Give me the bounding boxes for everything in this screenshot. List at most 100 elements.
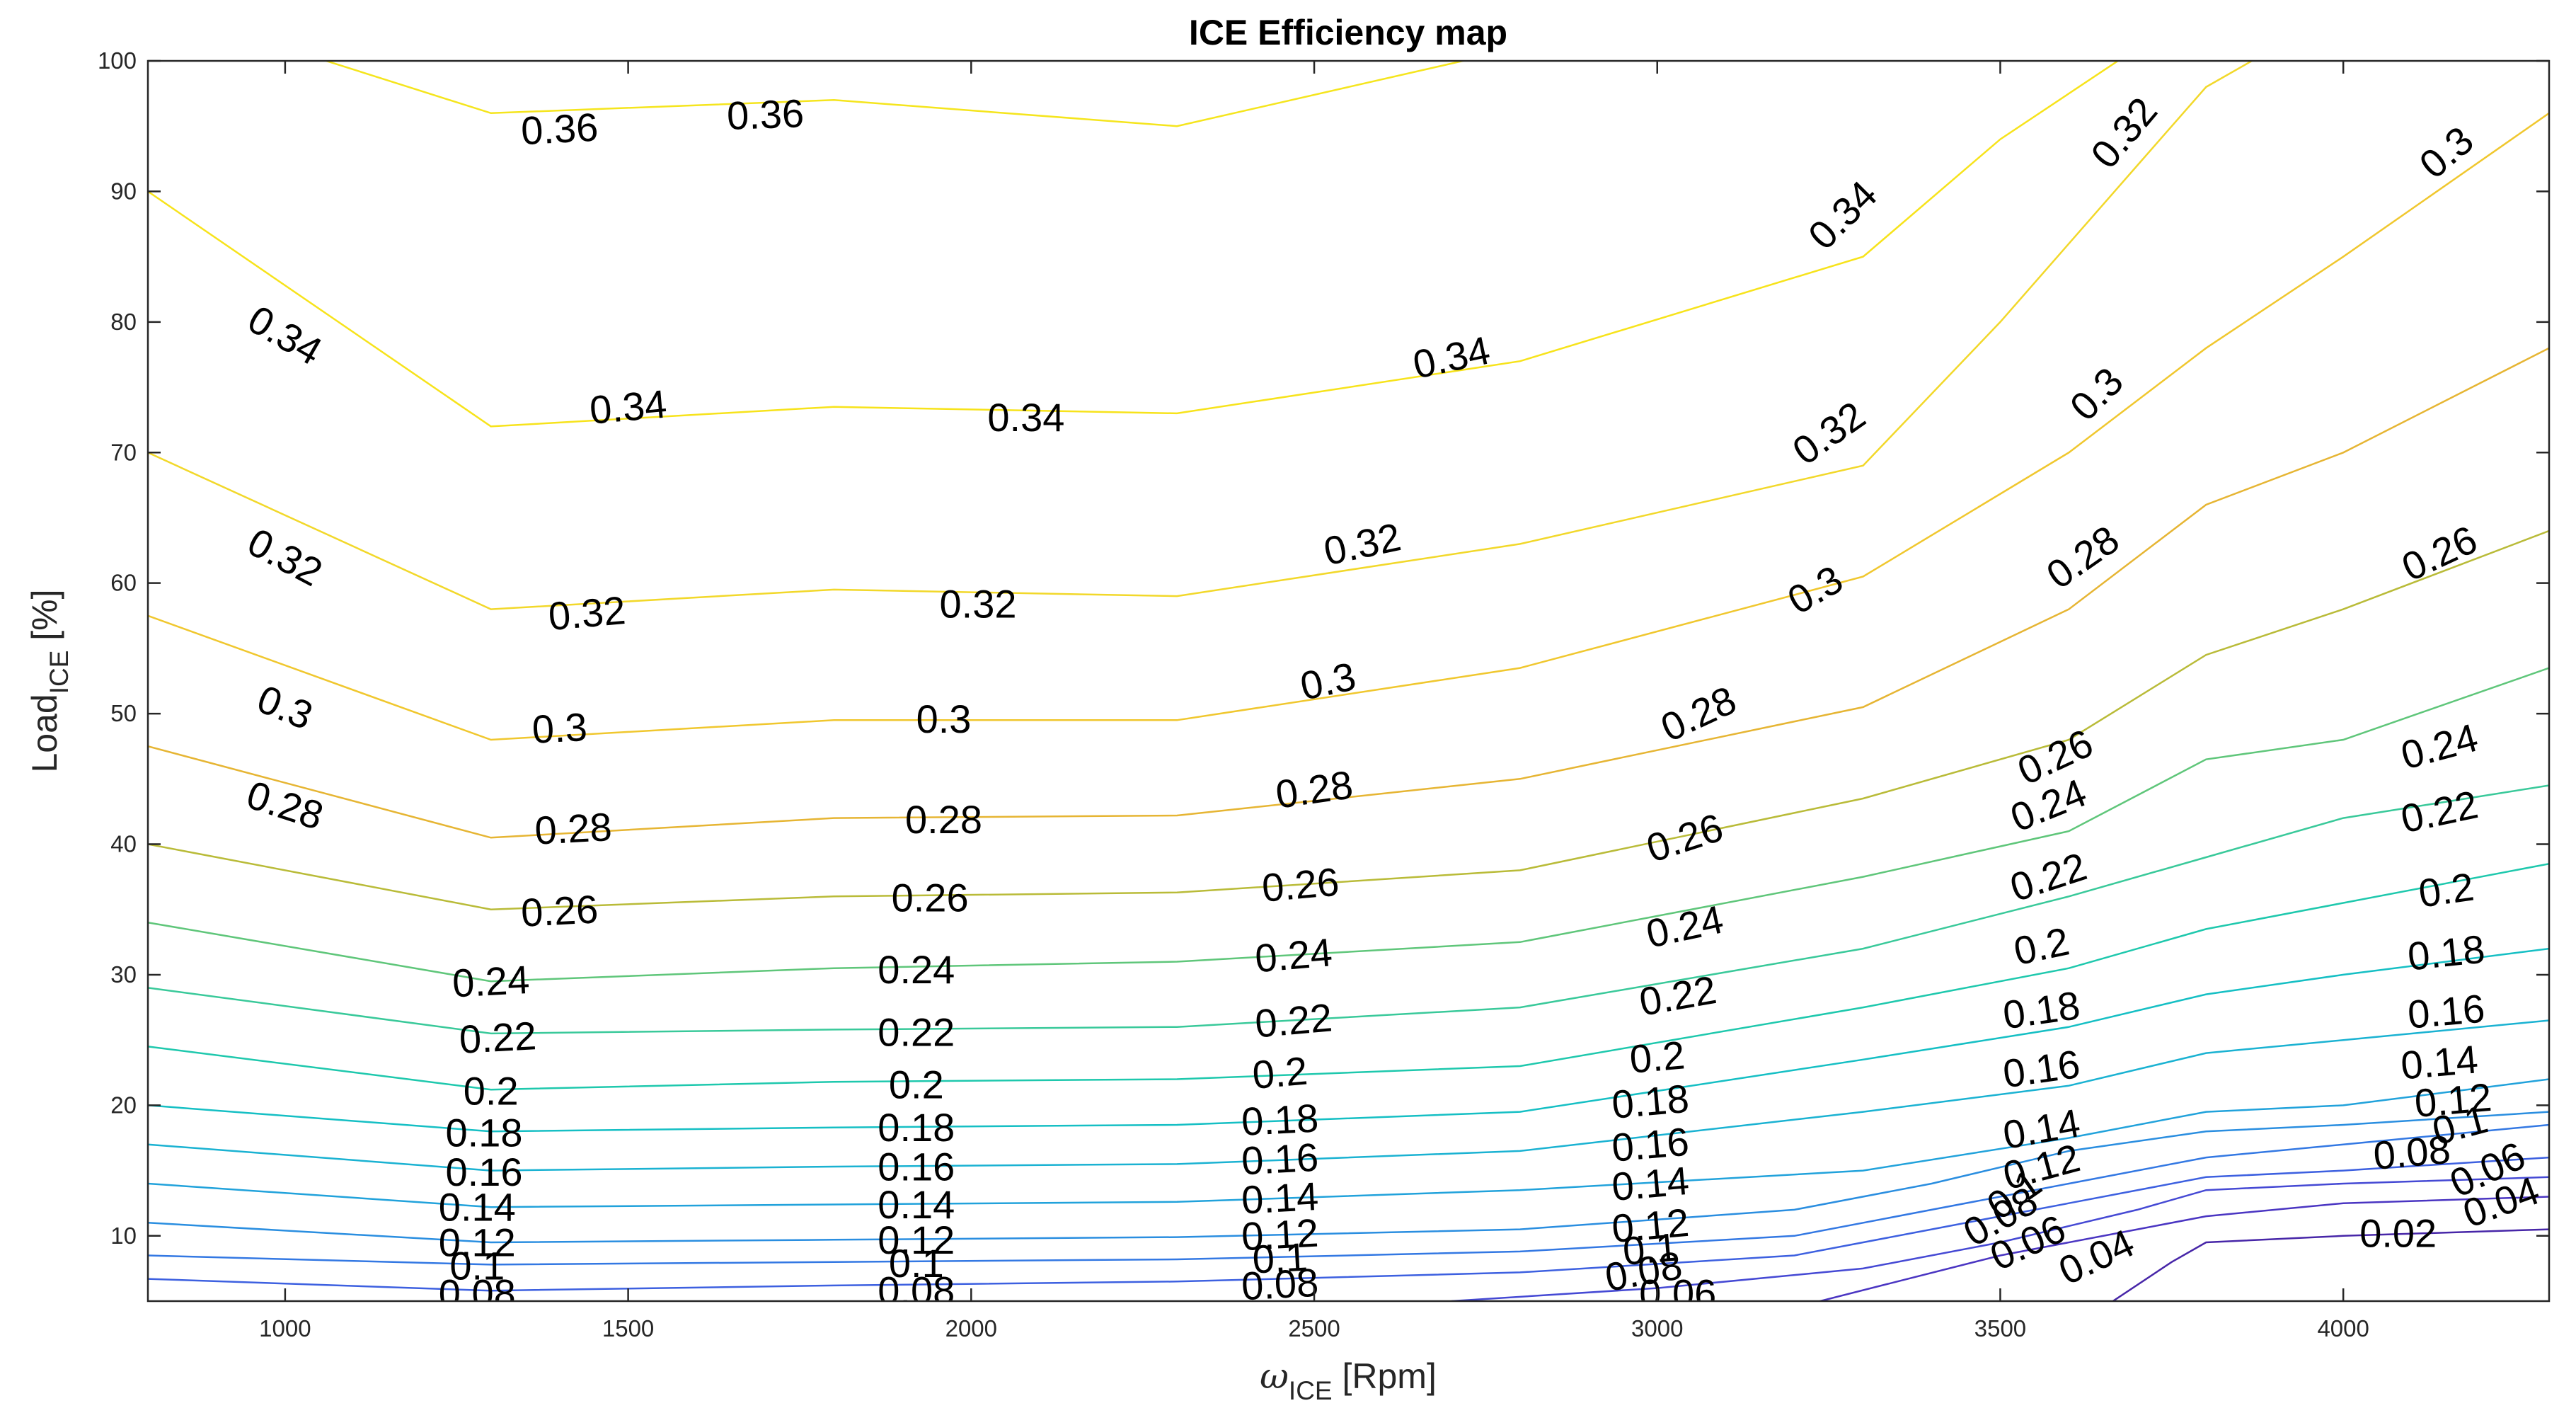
contour-label-group: 0.18 (1241, 1095, 1320, 1144)
contour-label: 0.24 (878, 947, 955, 992)
contour-line-0.36 (323, 61, 1467, 127)
contour-line-0.16 (148, 1019, 2549, 1172)
y-tick-label: 20 (110, 1092, 137, 1118)
contour-label: 0.2 (464, 1069, 519, 1114)
contour-label: 0.18 (2000, 983, 2083, 1038)
contour-label: 0.3 (531, 704, 588, 752)
contour-label: 0.14 (2399, 1036, 2480, 1087)
contour-label-group: 0.18 (2405, 927, 2487, 979)
contour-label: 0.36 (726, 91, 805, 138)
contour-label: 0.18 (446, 1111, 523, 1155)
plot-area: 0.36 0.360.340.34 0.340.340.340.320.32 0.32… (98, 47, 2551, 1341)
contour-label-group: 0.08 (2371, 1127, 2452, 1178)
contour-label: 0.34 (987, 395, 1064, 440)
x-axis-label-symbol: ω (1260, 1356, 1289, 1397)
contour-line-0.22 (148, 784, 2549, 1035)
contour-label: 0.22 (458, 1013, 537, 1062)
contour-label-group: 0.2 (2416, 864, 2477, 915)
contour-label-group: 0.14 (2399, 1036, 2480, 1087)
x-tick-label: 1500 (602, 1315, 654, 1341)
contour-label: 0.14 (1241, 1174, 1320, 1223)
contour-line-0.34 (148, 61, 2120, 428)
contour-label-group: 0.34 (588, 382, 669, 433)
contour-label-group: 0.14 (878, 1182, 955, 1227)
contour-line-0.08 (148, 1156, 2549, 1292)
contour-label: 0.18 (1610, 1076, 1691, 1127)
contour-label: 0.1 (1251, 1235, 1309, 1282)
contour-line-0.04 (1816, 1196, 2549, 1301)
contour-label-group: 0.24 (878, 947, 955, 992)
y-tick-label: 80 (110, 309, 137, 335)
plot-background (148, 61, 2549, 1301)
contour-label-group: 0.18 (2000, 983, 2083, 1038)
contour-label: 0.22 (1253, 995, 1334, 1046)
contour-label: 0.28 (905, 797, 982, 842)
x-tick-label: 1000 (259, 1315, 311, 1341)
contour-label: 0.12 (878, 1218, 955, 1262)
x-axis-label-unit: [Rpm] (1333, 1356, 1437, 1396)
contour-label-group: 0.16 (878, 1145, 955, 1189)
contour-label-group: 0.1 (1251, 1235, 1309, 1282)
contour-lines (148, 61, 2549, 1301)
contour-label-group: 0.3 (916, 697, 972, 741)
contour-label-group: 0.26 (892, 876, 969, 920)
y-tick-label: 70 (110, 439, 137, 465)
contour-label: 0.36 (520, 105, 599, 154)
contour-label-group: 0.08 (878, 1269, 955, 1301)
contour-label-group: 0.2 (464, 1069, 519, 1114)
axis-ticks: 1000 1500 2000 2500 3000 3500 4000 10 20 30 40 50 60… (98, 47, 2549, 1341)
contour-label-group: 0.36 (520, 105, 599, 154)
contour-label-group: 0.1 (1621, 1224, 1679, 1274)
contour-label-group: 0.12 (878, 1218, 955, 1262)
contour-label-group: 0.3 (531, 704, 588, 752)
x-axis-label: ωICE [Rpm] (1260, 1356, 1437, 1405)
y-axis-label-subscript: ICE (45, 651, 74, 694)
x-tick-label: 4000 (2317, 1315, 2369, 1341)
contour-label-group: 0.14 (439, 1185, 516, 1230)
contour-label-group: 0.28 (534, 804, 613, 853)
contour-label-group: 0.22 (878, 1010, 955, 1055)
contour-line-0.3 (148, 112, 2549, 741)
contour-line-0.1 (148, 1123, 2549, 1266)
contour-label: 0.26 (892, 876, 969, 920)
contour-label: 0.24 (452, 957, 531, 1006)
y-tick-label: 40 (110, 831, 137, 857)
contour-label: 0.2 (889, 1062, 944, 1106)
contour-label-group: 0.02 (2359, 1211, 2437, 1256)
contour-label: 0.16 (1241, 1135, 1320, 1184)
contour-label: 0.18 (878, 1105, 955, 1150)
contour-label: 0.2 (1628, 1032, 1686, 1082)
contour-label: 0.12 (1610, 1200, 1691, 1251)
contour-label: 0.06 (1639, 1271, 1716, 1315)
contour-line-0.12 (148, 1111, 2549, 1244)
contour-line-0.14 (148, 1078, 2549, 1208)
contour-label: 0.32 (546, 588, 627, 639)
x-axis-label-subscript: ICE (1289, 1376, 1333, 1405)
contour-label-group: 0.2 (889, 1062, 944, 1106)
contour-line-0.2 (148, 862, 2549, 1091)
contour-label-group: 0.14 (1610, 1158, 1691, 1209)
contour-label: 0.18 (2405, 927, 2487, 979)
contour-label: 0.16 (878, 1145, 955, 1189)
contour-line-0.06 (1451, 1176, 2549, 1301)
contour-label: 0.28 (534, 804, 613, 853)
contour-label: 0.14 (878, 1182, 955, 1227)
contour-label: 0.12 (2413, 1075, 2493, 1126)
contour-label: 0.02 (2359, 1211, 2437, 1256)
x-tick-label: 2000 (945, 1315, 997, 1341)
contour-label-group: 0.1 (889, 1241, 944, 1286)
contour-label: 0.24 (1253, 929, 1334, 980)
y-axis-label-unit: [%] (25, 589, 64, 650)
chart-title: ICE Efficiency map (1189, 13, 1507, 52)
contour-label: 0.12 (439, 1220, 516, 1265)
contour-line-0.24 (148, 667, 2549, 983)
contour-label: 0.18 (1241, 1095, 1320, 1144)
contour-label-group: 0.2 (1628, 1032, 1686, 1082)
contour-label: 0.08 (1241, 1260, 1320, 1309)
contour-label-group: 0.16 (1241, 1135, 1320, 1184)
contour-line-0.18 (148, 947, 2549, 1133)
contour-label: 0.28 (1273, 762, 1356, 817)
contour-label-group: 0.18 (878, 1105, 955, 1150)
contour-label: 0.14 (439, 1185, 516, 1230)
y-tick-label: 60 (110, 570, 137, 596)
